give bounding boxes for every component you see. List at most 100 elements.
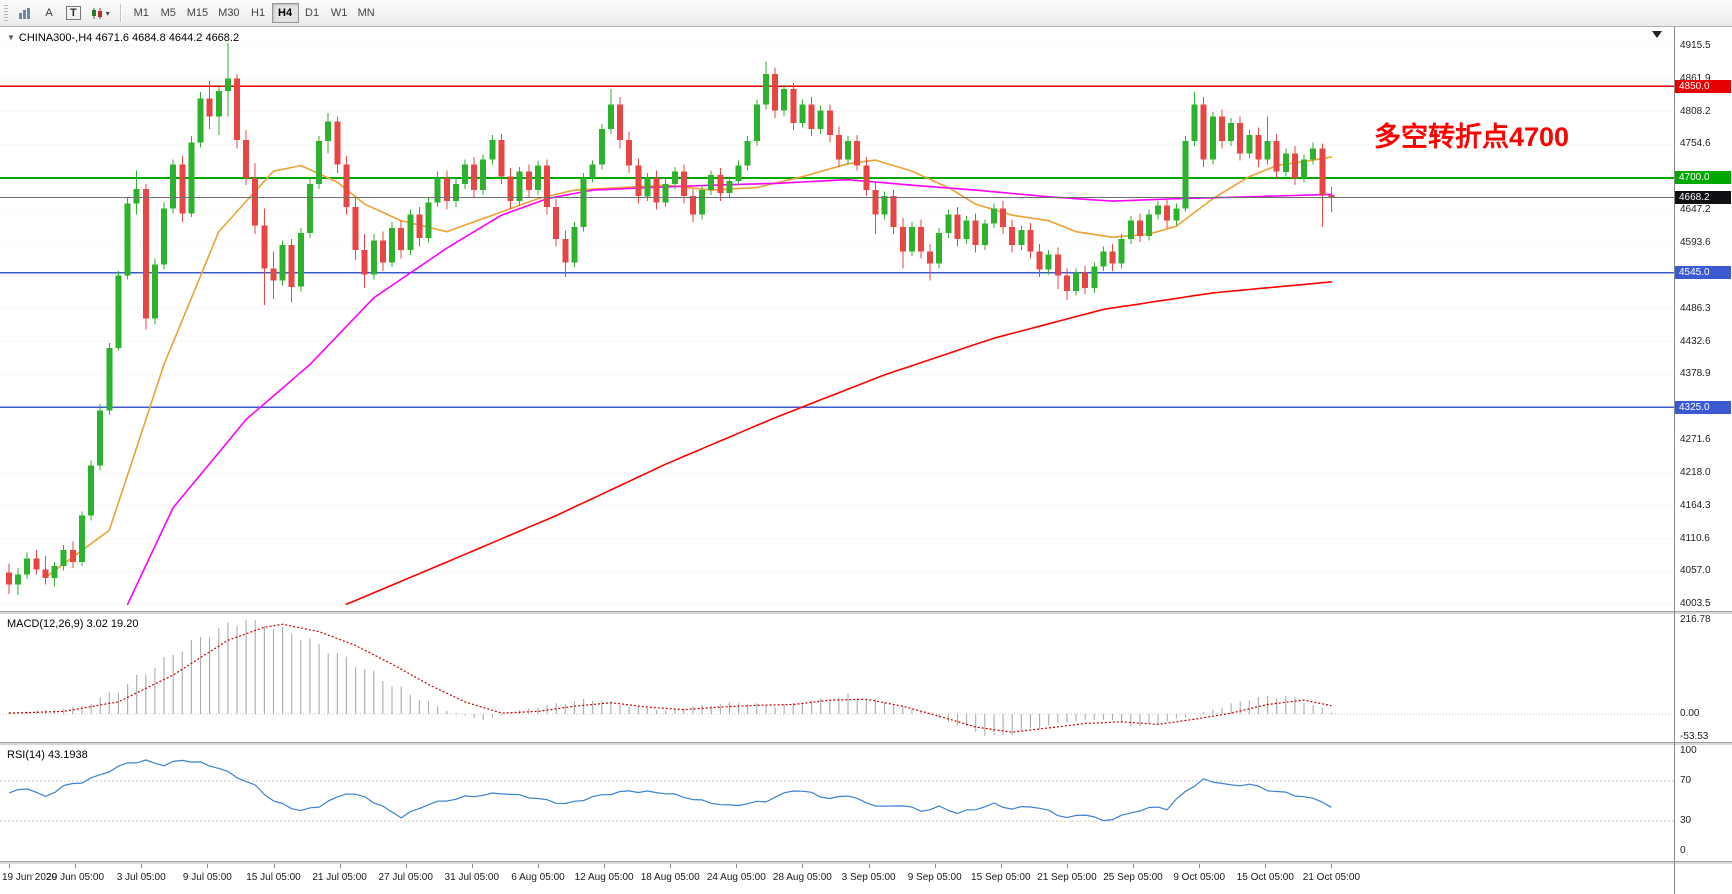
timeframe-button-m30[interactable]: M30 (213, 3, 244, 23)
chart-type-button[interactable]: ▾ (87, 3, 114, 23)
time-label: 31 Jul 05:00 (444, 872, 500, 883)
time-tick (207, 864, 209, 868)
time-tick (934, 864, 936, 868)
time-label: 9 Oct 05:00 (1173, 872, 1226, 883)
symbol-label: CHINA300-,H4 (18, 32, 93, 44)
time-label: 29 Jun 05:00 (46, 872, 105, 883)
price-tick-label: 4164.3 (1680, 499, 1711, 511)
time-tick (538, 864, 539, 868)
time-tick (802, 864, 804, 868)
macd-axis-label: -53.53 (1680, 731, 1709, 743)
macd-axis-label: 0.00 (1680, 708, 1700, 719)
toolbar-grip[interactable] (4, 5, 8, 21)
chart-title: ▼ CHINA300-,H4 4671.6 4684.8 4644.2 4668.… (7, 32, 239, 44)
time-tick (1066, 864, 1068, 868)
toolbar: A T ▾ M1 M5 M15 M30 H1 H4 D1 W1 MN (0, 0, 1732, 27)
price-tick-label: 4218.0 (1680, 466, 1711, 478)
timeframe-button-d1[interactable]: D1 (299, 3, 326, 23)
panel-divider[interactable] (0, 742, 1732, 746)
rsi-axis-label: 100 (1680, 745, 1697, 756)
time-label: 15 Oct 05:00 (1236, 872, 1294, 883)
bar-chart-icon (19, 7, 30, 19)
rsi-chart[interactable] (0, 745, 1674, 861)
time-label: 15 Jul 05:00 (246, 872, 301, 883)
price-tick-label: 4003.5 (1680, 598, 1711, 609)
macd-panel[interactable]: MACD(12,26,9) 3.02 19.20 (0, 614, 1674, 742)
time-tick (604, 864, 606, 868)
price-line-badge: 4325.0 (1675, 400, 1731, 414)
price-tick-label: 4057.0 (1680, 565, 1711, 577)
time-tick (670, 864, 672, 868)
symbol-dropdown-icon[interactable]: ▼ (7, 33, 15, 42)
macd-chart[interactable] (0, 614, 1674, 742)
text-tool-button[interactable]: T (62, 3, 85, 23)
price-tick-label: 4647.2 (1680, 204, 1711, 216)
time-label: 27 Jul 05:00 (378, 872, 433, 883)
macd-label: MACD(12,26,9) 3.02 19.20 (7, 618, 139, 630)
macd-axis-label: 216.78 (1680, 614, 1711, 625)
price-annotation[interactable]: 多空转折点4700 (1374, 122, 1570, 152)
time-tick (1199, 864, 1201, 868)
dropdown-caret-icon: ▾ (105, 8, 110, 18)
price-axis[interactable]: 4915.5 4861.9 4808.2 4754.6 4647.2 4593.6 4486… (1675, 27, 1732, 894)
panel-divider[interactable] (0, 611, 1732, 615)
bar-chart-icon-button[interactable] (14, 3, 36, 23)
time-label: 3 Jul 05:00 (116, 872, 166, 883)
time-tick (471, 864, 473, 868)
price-tick-label: 4486.3 (1680, 302, 1711, 314)
time-tick (868, 864, 870, 868)
timeframe-button-h4[interactable]: H4 (271, 3, 299, 23)
time-label: 12 Aug 05:00 (574, 872, 634, 883)
time-label: 21 Oct 05:00 (1302, 872, 1361, 883)
rsi-panel[interactable]: RSI(14) 43.1938 (0, 745, 1674, 861)
timeframe-button-mn[interactable]: MN (353, 3, 380, 23)
time-label: 25 Sep 05:00 (1103, 872, 1163, 883)
panel-divider[interactable] (0, 861, 1732, 865)
price-tick-label: 4861.9 (1680, 72, 1711, 84)
time-label: 15 Sep 05:00 (971, 872, 1031, 883)
text-tool-label: T (66, 6, 81, 20)
time-tick (1331, 864, 1333, 868)
candlestick-icon (91, 7, 102, 19)
timeframe-toolbar: M1 M5 M15 M30 H1 H4 D1 W1 MN (128, 3, 380, 23)
time-label: 28 Aug 05:00 (772, 872, 832, 883)
candlestick-chart[interactable] (0, 27, 1674, 611)
time-label: 9 Jul 05:00 (182, 872, 232, 883)
price-tick-label: 4378.9 (1680, 368, 1711, 380)
price-tick-label: 4915.5 (1680, 40, 1711, 51)
time-tick (736, 864, 738, 868)
timeframe-button-h1[interactable]: H1 (245, 3, 272, 23)
chart-shift-icon[interactable] (1652, 31, 1662, 38)
time-tick (405, 864, 407, 868)
time-label: 21 Jul 05:00 (312, 872, 367, 883)
price-line-badge: 4668.2 (1675, 190, 1731, 204)
time-label: 3 Sep 05:00 (841, 872, 896, 883)
price-tick-label: 4271.6 (1680, 434, 1711, 445)
timeframe-button-m15[interactable]: M15 (182, 3, 213, 23)
rsi-axis-label: 0 (1680, 845, 1686, 856)
price-tick-label: 4432.6 (1680, 335, 1711, 347)
time-tick (1265, 864, 1267, 868)
price-line-badge: 4700.0 (1675, 171, 1731, 185)
price-chart-panel[interactable]: ▼ CHINA300-,H4 4671.6 4684.8 4644.2 4668.… (0, 27, 1674, 611)
price-tick-label: 4110.6 (1680, 532, 1710, 544)
price-tick-label: 4593.6 (1680, 237, 1711, 248)
timeframe-button-m5[interactable]: M5 (155, 3, 182, 23)
time-tick (1133, 864, 1134, 868)
rsi-axis-label: 30 (1680, 815, 1692, 826)
cursor-tool-button[interactable]: A (38, 3, 60, 23)
timeframe-button-m1[interactable]: M1 (128, 3, 155, 23)
time-label: 9 Sep 05:00 (907, 872, 962, 883)
price-line-badge: 4850.0 (1675, 79, 1731, 93)
price-tick-label: 4808.2 (1680, 105, 1711, 117)
time-label: 19 Jun 2020 (2, 872, 58, 883)
time-label: 6 Aug 05:00 (511, 872, 565, 883)
time-label: 24 Aug 05:00 (706, 872, 766, 883)
time-tick (75, 864, 77, 868)
time-axis[interactable]: 19 Jun 2020 29 Jun 05:00 3 Jul 05:00 9 Jul … (0, 864, 1674, 894)
rsi-axis-label: 70 (1680, 775, 1692, 786)
time-tick (273, 864, 275, 868)
timeframe-button-w1[interactable]: W1 (326, 3, 353, 23)
time-tick (1000, 864, 1002, 868)
